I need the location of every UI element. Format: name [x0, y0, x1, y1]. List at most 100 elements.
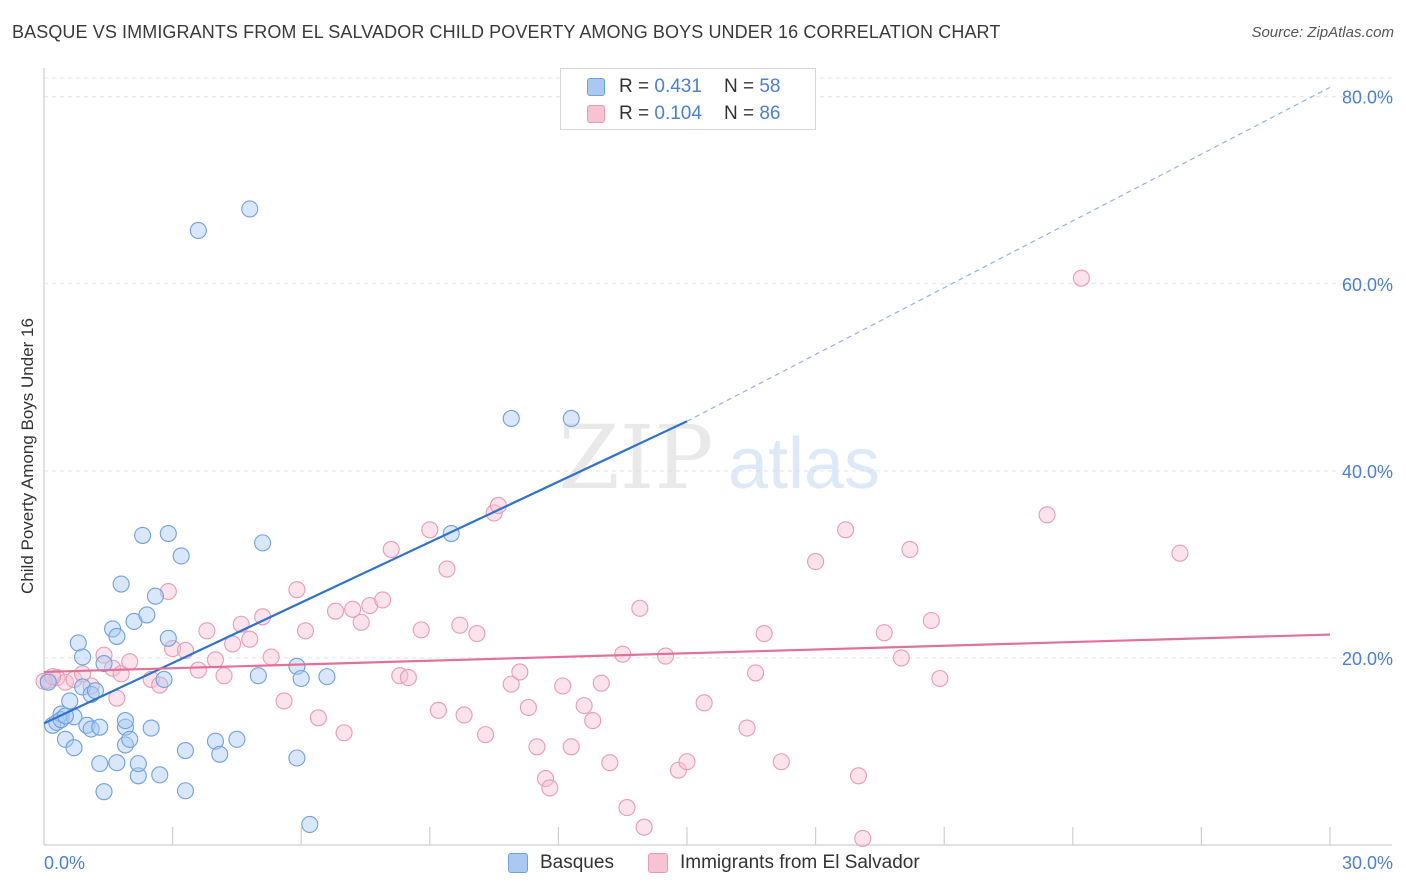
correlation-legend: R = 0.431 N = 58 R = 0.104 N = 86 [560, 68, 816, 130]
basques-trend-extension [686, 86, 1331, 422]
el-salvador-point [455, 706, 473, 724]
el-salvador-point [536, 770, 555, 788]
el-salvador-point [189, 661, 207, 679]
legend-r-label: R = [619, 103, 650, 124]
basques-point [249, 667, 267, 685]
legend-label-el-salvador: Immigrants from El Salvador [680, 852, 920, 873]
series-immigrants-el-salvador [35, 269, 1189, 848]
el-salvador-point [296, 622, 315, 640]
el-salvador-point [374, 591, 392, 609]
el-salvador-point [931, 669, 949, 688]
el-salvador-point [575, 697, 593, 715]
basques-point [108, 627, 126, 645]
y-tick-label: 80.0% [1342, 88, 1393, 108]
series-basques [39, 200, 580, 833]
basques-point [292, 669, 310, 688]
basques-point [112, 575, 130, 593]
el-salvador-point [849, 767, 868, 785]
basques-point [91, 755, 109, 773]
basques-point [151, 766, 169, 784]
basques-trend-line [43, 420, 688, 725]
tick-labels: 20.0% 40.0% 60.0% 80.0% 0.0% 30.0% [44, 88, 1393, 873]
legend-label-basques: Basques [540, 852, 614, 873]
el-salvador-point [344, 600, 362, 618]
legend-row-basques: R = 0.431 N = 58 [587, 76, 780, 98]
el-salvador-point [275, 692, 293, 710]
basques-point [95, 783, 113, 801]
legend-swatch-el-salvador [587, 105, 605, 123]
legend-r-value: 0.431 [654, 76, 702, 97]
el-salvador-point [241, 630, 259, 648]
el-salvador-point [772, 753, 790, 771]
basques-point [241, 200, 259, 218]
el-salvador-point [635, 818, 653, 836]
basques-point [108, 754, 126, 772]
chart-title: BASQUE VS IMMIGRANTS FROM EL SALVADOR CH… [12, 22, 1001, 42]
legend-n-value: 86 [759, 103, 781, 124]
el-salvador-point [657, 647, 675, 665]
basques-point [129, 755, 147, 773]
el-salvador-point [875, 624, 893, 642]
el-salvador-point [922, 611, 940, 630]
basques-point [228, 730, 246, 748]
basques-point [176, 741, 195, 760]
el-salvador-point [541, 779, 559, 797]
el-salvador-point [262, 648, 280, 666]
basques-point [159, 629, 177, 647]
y-tick-label: 60.0% [1342, 275, 1393, 295]
watermark-zip: ZIP [558, 406, 713, 509]
el-salvador-point [121, 653, 139, 671]
el-salvador-point [584, 712, 602, 730]
el-salvador-point [528, 738, 546, 756]
legend-item-basques[interactable]: Basques [508, 852, 614, 874]
el-salvador-point [592, 674, 610, 692]
basques-point [61, 692, 79, 710]
basques-point [142, 719, 160, 737]
legend-n-label: N = [723, 76, 755, 97]
basques-point [318, 668, 336, 686]
el-salvador-point [511, 663, 529, 681]
el-salvador-point [198, 622, 216, 640]
el-salvador-trend-line [43, 633, 1331, 674]
watermark-atlas: atlas [728, 424, 880, 504]
basques-point [65, 739, 83, 757]
el-salvador-point [421, 521, 439, 539]
gridlines [44, 77, 1392, 659]
legend-swatch-el-salvador [648, 853, 668, 873]
axes [43, 68, 1392, 846]
el-salvador-point [451, 616, 469, 634]
basques-point [129, 767, 147, 785]
basques-point [95, 654, 113, 673]
x-tick-label: 30.0% [1342, 853, 1393, 873]
y-axis-label: Child Poverty Among Boys Under 16 [18, 318, 37, 594]
el-salvador-point [554, 677, 572, 695]
el-salvador-point [429, 701, 447, 719]
el-salvador-point [1171, 544, 1189, 562]
legend-r-value: 0.104 [654, 103, 702, 124]
basques-point [39, 673, 57, 691]
el-salvador-point [901, 540, 919, 558]
basques-point [69, 634, 87, 652]
legend-swatch-basques [587, 78, 605, 96]
basques-point [91, 718, 109, 736]
y-tick-label: 40.0% [1342, 462, 1393, 482]
legend-n-label: N = [723, 103, 755, 124]
legend-r-label: R = [619, 76, 650, 97]
el-salvador-point [601, 754, 619, 772]
el-salvador-point [159, 582, 177, 601]
el-salvador-point [747, 664, 765, 682]
basques-point [74, 648, 92, 666]
el-salvador-point [854, 829, 872, 848]
el-salvador-point [892, 649, 910, 667]
watermark: ZIP atlas [558, 406, 880, 509]
el-salvador-point [309, 709, 327, 727]
basques-point [189, 221, 207, 240]
legend-row-el-salvador: R = 0.104 N = 86 [587, 103, 780, 125]
legend-item-el-salvador[interactable]: Immigrants from El Salvador [648, 852, 920, 874]
el-salvador-point [678, 753, 696, 771]
basques-point [121, 730, 139, 748]
el-salvador-point [755, 625, 773, 643]
basques-point [116, 712, 134, 730]
legend-n-value: 58 [759, 76, 781, 97]
